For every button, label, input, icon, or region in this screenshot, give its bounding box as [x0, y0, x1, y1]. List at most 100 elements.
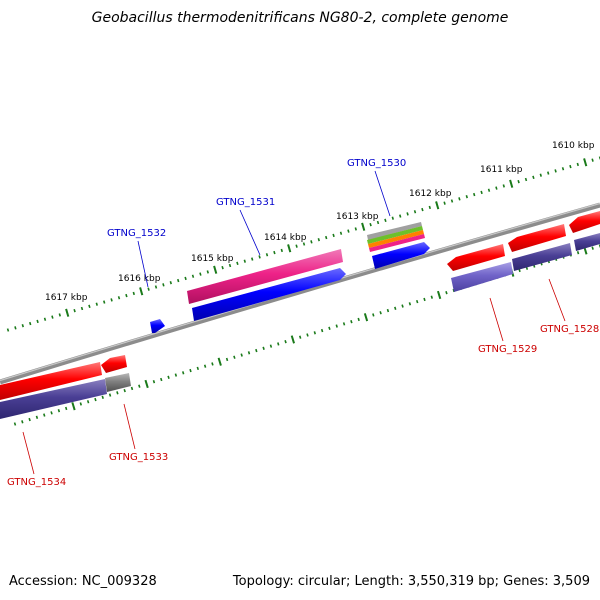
gene-arrow-gtng-1528-red[interactable] — [508, 224, 566, 252]
minor-tick — [108, 393, 112, 397]
gene-label-gtng-1533[interactable]: GTNG_1533 — [109, 452, 168, 463]
minor-tick — [428, 205, 431, 210]
minor-tick — [320, 328, 324, 333]
minor-tick — [21, 324, 24, 328]
gene-arrow-next-red[interactable] — [569, 211, 600, 233]
minor-tick — [132, 291, 135, 296]
gene-label-gtng-1529[interactable]: GTNG_1529 — [478, 344, 537, 355]
minor-tick — [302, 242, 306, 246]
minor-tick — [335, 324, 338, 328]
minor-tick — [73, 308, 76, 313]
minor-tick — [177, 278, 180, 283]
minor-tick — [547, 171, 550, 175]
gene-label-gtng-1534[interactable]: GTNG_1534 — [7, 477, 66, 488]
gene-arrow-gtng-1531-blue[interactable] — [192, 268, 346, 321]
gene-arrow-next-navy[interactable] — [574, 233, 600, 251]
kbp-label: 1616 kbp — [118, 274, 161, 284]
minor-tick — [80, 306, 84, 311]
minor-tick — [228, 263, 232, 268]
minor-tick — [240, 353, 243, 357]
gene-label-gtng-1531[interactable]: GTNG_1531 — [216, 197, 275, 208]
major-tick — [583, 158, 588, 167]
minor-tick — [277, 342, 280, 346]
minor-tick — [445, 291, 448, 295]
gene-arrow-gtng-1530-orange[interactable] — [368, 230, 424, 248]
minor-tick — [347, 229, 350, 233]
minor-tick — [269, 344, 273, 348]
minor-tick — [487, 188, 491, 192]
minor-tick — [169, 281, 172, 285]
minor-tick — [317, 238, 320, 242]
minor-tick — [473, 192, 476, 197]
minor-tick — [236, 261, 239, 266]
minor-tick — [251, 257, 254, 261]
minor-tick — [423, 297, 426, 302]
minor-tick — [43, 317, 47, 321]
gene-arrow-gtng-1531[interactable] — [187, 249, 343, 304]
minor-tick — [576, 251, 580, 255]
major-tick — [144, 379, 149, 389]
gene-label-gtng-1532[interactable]: GTNG_1532 — [107, 228, 166, 239]
gene-label-gtng-1528[interactable]: GTNG_1528 — [540, 324, 599, 335]
gene-arrow-gtng-1529-red[interactable] — [447, 244, 505, 271]
gene-arrow-gtng-1534-purple[interactable] — [0, 379, 107, 419]
gene-arrow-gtng-1530-green[interactable] — [367, 226, 423, 244]
gene-arrow-gtng-1532[interactable] — [150, 319, 165, 333]
gene-arrow-gtng-1534-red[interactable] — [0, 362, 102, 400]
minor-tick — [376, 220, 380, 225]
minor-tick — [57, 408, 61, 413]
minor-tick — [130, 386, 134, 391]
minor-tick — [123, 388, 126, 393]
minor-tick — [298, 335, 302, 339]
gene-arrow-gtng-1529-lav[interactable] — [451, 262, 513, 292]
minor-tick — [199, 272, 202, 276]
minor-tick — [221, 265, 224, 270]
major-tick — [361, 222, 366, 231]
minor-tick — [406, 212, 409, 216]
minor-tick — [408, 302, 412, 306]
genome-backbone — [0, 202, 600, 385]
gene-arrow-gtng-1528-navy[interactable] — [512, 243, 572, 271]
leader-line-gtng-1531 — [239, 209, 261, 256]
minor-tick — [138, 384, 141, 388]
minor-tick — [50, 411, 53, 415]
minor-tick — [517, 179, 520, 184]
minor-tick — [284, 340, 287, 344]
minor-tick — [401, 304, 404, 308]
gene-arrow-gtng-1530-gray[interactable] — [367, 222, 422, 240]
minor-tick — [101, 395, 104, 399]
minor-tick — [306, 333, 309, 337]
gene-arrow-gtng-1533-gray[interactable] — [105, 373, 131, 392]
gene-label-gtng-1530[interactable]: GTNG_1530 — [347, 158, 406, 169]
gene-arrow-gtng-1530-blue[interactable] — [372, 242, 430, 269]
minor-tick — [379, 311, 382, 315]
gene-arrow-gtng-1533-red[interactable] — [101, 355, 127, 373]
major-tick — [213, 265, 218, 274]
major-tick — [65, 308, 70, 317]
gene-arrow-gtng-1530-pink[interactable] — [369, 234, 425, 252]
minor-tick — [28, 417, 31, 422]
kbp-label: 1615 kbp — [191, 254, 234, 264]
minor-tick — [372, 313, 375, 317]
major-tick — [287, 244, 292, 253]
minor-tick — [591, 246, 594, 250]
minor-tick — [354, 227, 357, 231]
minor-tick — [191, 274, 195, 278]
minor-tick — [332, 233, 335, 238]
minor-tick — [110, 298, 113, 302]
leader-line-gtng-1528 — [548, 278, 566, 322]
outer-scale-ticks — [6, 156, 600, 332]
minor-tick — [310, 240, 313, 244]
minor-tick — [524, 177, 528, 182]
kbp-label: 1614 kbp — [264, 233, 307, 243]
leader-line-gtng-1529 — [489, 297, 504, 342]
minor-tick — [480, 190, 483, 195]
minor-tick — [391, 216, 394, 220]
minor-tick — [203, 364, 207, 368]
major-tick — [437, 290, 442, 300]
minor-tick — [51, 315, 54, 319]
major-tick — [435, 201, 440, 210]
minor-tick — [6, 328, 10, 332]
major-tick — [363, 313, 369, 322]
minor-tick — [174, 373, 178, 377]
